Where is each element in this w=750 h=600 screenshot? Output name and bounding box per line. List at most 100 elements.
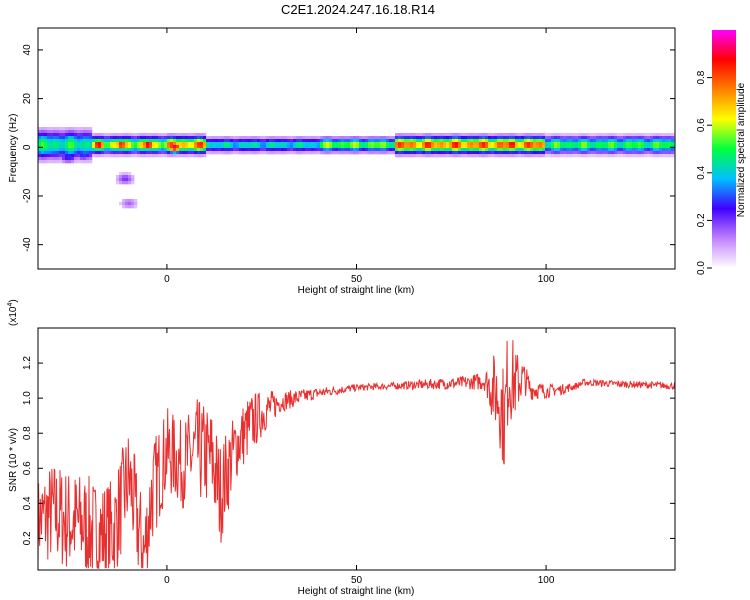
- spectrogram-cell: [533, 151, 537, 155]
- spectrogram-cell: [398, 139, 402, 143]
- spectrogram-cell: [362, 136, 366, 140]
- spectrogram-cell: [545, 145, 549, 149]
- spectrogram-cell: [392, 151, 396, 155]
- spectrogram-cell: [176, 142, 180, 146]
- snr-multiplier: (x104): [7, 299, 19, 326]
- spectrogram-cell: [59, 160, 63, 164]
- spectrogram-cell: [380, 145, 384, 149]
- spectrogram-cell: [221, 139, 225, 143]
- spectrogram-cell: [146, 145, 150, 149]
- spectrogram-cell: [71, 127, 75, 131]
- spectrogram-cell: [512, 136, 516, 140]
- spectrogram-cell: [602, 133, 606, 137]
- spectrogram-cell: [263, 139, 267, 143]
- spectrogram-cell: [212, 142, 216, 146]
- spectrogram-cell: [497, 139, 501, 143]
- spectrogram-cell: [422, 139, 426, 143]
- spectrogram-cell: [671, 136, 675, 140]
- spectrogram-cell: [107, 151, 111, 155]
- spectrogram-cell: [386, 151, 390, 155]
- spectrogram-cell: [191, 142, 195, 146]
- spectrogram-cell: [80, 157, 84, 161]
- spectrogram-cell: [338, 148, 342, 152]
- spectrogram-cell: [101, 142, 105, 146]
- spectrogram-cell: [584, 151, 588, 155]
- spectrogram-cell: [416, 154, 420, 158]
- spectrogram-cell: [497, 136, 501, 140]
- spectrogram-cell: [164, 142, 168, 146]
- spectrogram-cell: [329, 145, 333, 149]
- spectrogram-cell: [368, 145, 372, 149]
- spectrogram-cell: [233, 136, 237, 140]
- spectrogram-cell: [131, 199, 135, 203]
- spectrogram-cell: [602, 148, 606, 152]
- spectrogram-cell: [314, 142, 318, 146]
- spectrogram-cell: [44, 133, 48, 137]
- spectrogram-cell: [359, 145, 363, 149]
- spectrogram-cell: [245, 136, 249, 140]
- spectrogram-cell: [212, 136, 216, 140]
- spectrogram-cell: [206, 139, 210, 143]
- spectrogram-cell: [410, 142, 414, 146]
- spectrogram-cell: [506, 154, 510, 158]
- spectrogram-cell: [371, 145, 375, 149]
- spectrogram-cell: [185, 133, 189, 137]
- spectrogram-cell: [500, 151, 504, 155]
- spectrogram-cell: [572, 136, 576, 140]
- spectrogram-cell: [545, 139, 549, 143]
- spectrogram-cell: [350, 148, 354, 152]
- spectrogram-cell: [506, 136, 510, 140]
- spectrogram-cell: [515, 151, 519, 155]
- spectrogram-cell: [83, 148, 87, 152]
- spectrogram-cell: [434, 151, 438, 155]
- spectrogram-cells: [38, 127, 675, 209]
- spectrogram-cell: [668, 142, 672, 146]
- spectrogram-cell: [482, 145, 486, 149]
- spectrogram-cell: [212, 151, 216, 155]
- spectrogram-cell: [137, 154, 141, 158]
- spectrogram-cell: [539, 145, 543, 149]
- spectrogram-cell: [53, 154, 57, 158]
- spectrogram-cell: [41, 139, 45, 143]
- spectrogram-cell: [620, 151, 624, 155]
- spectrogram-cell: [104, 139, 108, 143]
- spectrogram-cell: [266, 142, 270, 146]
- spectrogram-cell: [557, 142, 561, 146]
- spectrogram-cell: [191, 148, 195, 152]
- spectrogram-cell: [161, 142, 165, 146]
- spectrogram-cell: [239, 139, 243, 143]
- spectrogram-cell: [587, 139, 591, 143]
- spectrogram-cell: [128, 202, 132, 206]
- spectrogram-cell: [155, 154, 159, 158]
- spectrogram-cell: [146, 133, 150, 137]
- spectrogram-cell: [305, 139, 309, 143]
- spectrogram-cell: [365, 139, 369, 143]
- spectrogram-cell: [68, 133, 72, 137]
- spectrogram-cell: [566, 154, 570, 158]
- spectrogram-cell: [455, 145, 459, 149]
- spectrogram-cell: [551, 142, 555, 146]
- spectrogram-cell: [473, 136, 477, 140]
- spectrogram-cell: [188, 151, 192, 155]
- spectrogram-cell: [665, 145, 669, 149]
- spectrogram-cell: [176, 145, 180, 149]
- spectrogram-cell: [545, 136, 549, 140]
- spectrogram-cell: [302, 139, 306, 143]
- spectrogram-cell: [206, 142, 210, 146]
- spectrogram-cell: [284, 142, 288, 146]
- spectrogram-cell: [476, 142, 480, 146]
- spectrogram-cell: [521, 151, 525, 155]
- spectrogram-cell: [65, 151, 69, 155]
- spectrogram-cell: [338, 145, 342, 149]
- spectrogram-cell: [395, 136, 399, 140]
- spectrogram-cell: [476, 154, 480, 158]
- spectrogram-cell: [614, 145, 618, 149]
- spectrogram-cell: [521, 133, 525, 137]
- spectrogram-cell: [416, 139, 420, 143]
- spectrogram-cell: [80, 130, 84, 134]
- spectrogram-cell: [59, 157, 63, 161]
- spectrogram-cell: [272, 139, 276, 143]
- spectrogram-cell: [578, 154, 582, 158]
- spectrogram-cell: [254, 151, 258, 155]
- spectrogram-cell: [77, 157, 81, 161]
